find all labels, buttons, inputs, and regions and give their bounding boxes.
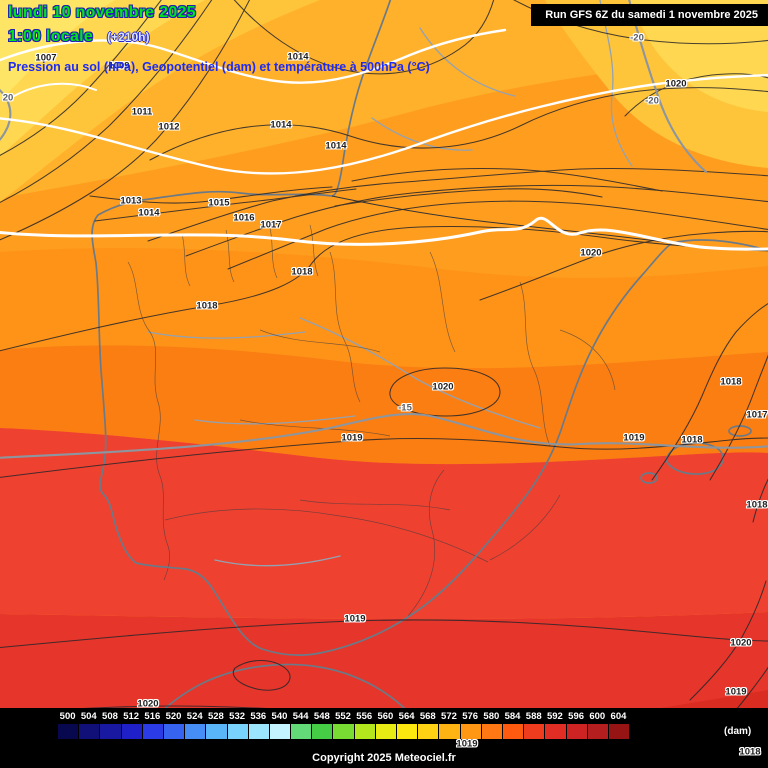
legend-value: 596 — [568, 711, 585, 722]
legend-color-swatch — [439, 724, 460, 739]
isotherm-minus20-west — [0, 88, 12, 141]
legend-value-row: 500 504 508 512 516 520 524 528 532 536 540 544 548 5… — [57, 711, 629, 722]
pyrenees-border — [331, 195, 673, 244]
river-loire — [419, 27, 516, 97]
legend-color-swatch — [248, 724, 269, 739]
legend-color-swatch — [524, 724, 545, 739]
island-ibiza — [640, 472, 658, 484]
legend-color-swatch — [545, 724, 566, 739]
river-guadalquivir — [214, 555, 341, 567]
legend-value: 536 — [250, 711, 267, 722]
forecast-offset: (+210h) — [107, 30, 150, 44]
legend-value: 564 — [398, 711, 415, 722]
river-duero — [147, 331, 306, 339]
legend-color-swatch — [79, 724, 100, 739]
legend-color-swatch — [587, 724, 608, 739]
geopotential-contour-lines — [0, 28, 768, 251]
legend-value: 600 — [589, 711, 606, 722]
river-tajo — [194, 415, 356, 425]
legend-value: 516 — [144, 711, 161, 722]
legend-value: 568 — [419, 711, 436, 722]
legend-footer: 500 504 508 512 516 520 524 528 532 536 540 544 548 5… — [0, 708, 768, 768]
legend-value: 532 — [229, 711, 246, 722]
legend-color-swatch — [58, 724, 79, 739]
legend-color-swatch — [418, 724, 439, 739]
legend-color-swatch — [481, 724, 502, 739]
map-header: lundi 10 novembre 2025 1:00 locale (+210… — [8, 4, 430, 74]
region-border-lines — [127, 224, 616, 617]
legend-value: 556 — [356, 711, 373, 722]
legend-value: 584 — [504, 711, 521, 722]
legend-color-swatch — [375, 724, 396, 739]
coastline-iberia — [91, 0, 768, 656]
legend-value: 544 — [292, 711, 309, 722]
legend-color-swatch — [291, 724, 312, 739]
legend-color-swatch — [354, 724, 375, 739]
legend-value: 540 — [271, 711, 288, 722]
isotherm-minus15 — [0, 413, 768, 459]
legend-color-swatch — [206, 724, 227, 739]
legend-color-swatch — [502, 724, 524, 739]
date-title: lundi 10 novembre 2025 — [8, 4, 197, 21]
legend-color-swatch — [185, 724, 206, 739]
run-info-box: Run GFS 6Z du samedi 1 novembre 2025 — [531, 4, 768, 26]
legend-value: 588 — [525, 711, 542, 722]
legend-value: 592 — [546, 711, 563, 722]
local-time: 1:00 locale — [8, 28, 94, 45]
legend-color-swatch — [121, 724, 142, 739]
legend-color-swatch — [608, 724, 630, 739]
legend-value: 576 — [462, 711, 479, 722]
legend-color-scale — [58, 724, 630, 739]
legend-value: 572 — [441, 711, 457, 722]
legend-value: 548 — [313, 711, 330, 722]
legend-color-swatch — [142, 724, 163, 739]
legend-color-swatch — [312, 724, 333, 739]
legend-color-swatch — [100, 724, 121, 739]
legend-value: 604 — [610, 711, 627, 722]
legend-color-swatch — [397, 724, 418, 739]
legend-unit-label: (dam) — [724, 726, 752, 737]
legend-color-swatch — [566, 724, 587, 739]
river-ebro — [299, 317, 541, 429]
legend-color-swatch — [460, 724, 481, 739]
legend-value: 552 — [335, 711, 351, 722]
legend-value: 500 — [59, 711, 76, 722]
legend-color-swatch — [269, 724, 291, 739]
legend-value: 512 — [123, 711, 140, 722]
legend-color-swatch — [227, 724, 248, 739]
legend-value: 560 — [377, 711, 394, 722]
map-subtitle: Pression au sol (hPa), Geopotentiel (dam… — [8, 60, 430, 74]
copyright-text: Copyright 2025 Meteociel.fr — [312, 752, 456, 764]
legend-color-swatch — [163, 724, 185, 739]
legend-value: 524 — [186, 711, 203, 722]
legend-value: 528 — [207, 711, 224, 722]
legend-value: 508 — [102, 711, 118, 722]
legend-value: 580 — [483, 711, 500, 722]
legend-value: 520 — [165, 711, 182, 722]
legend-color-swatch — [333, 724, 354, 739]
legend-value: 504 — [80, 711, 97, 722]
